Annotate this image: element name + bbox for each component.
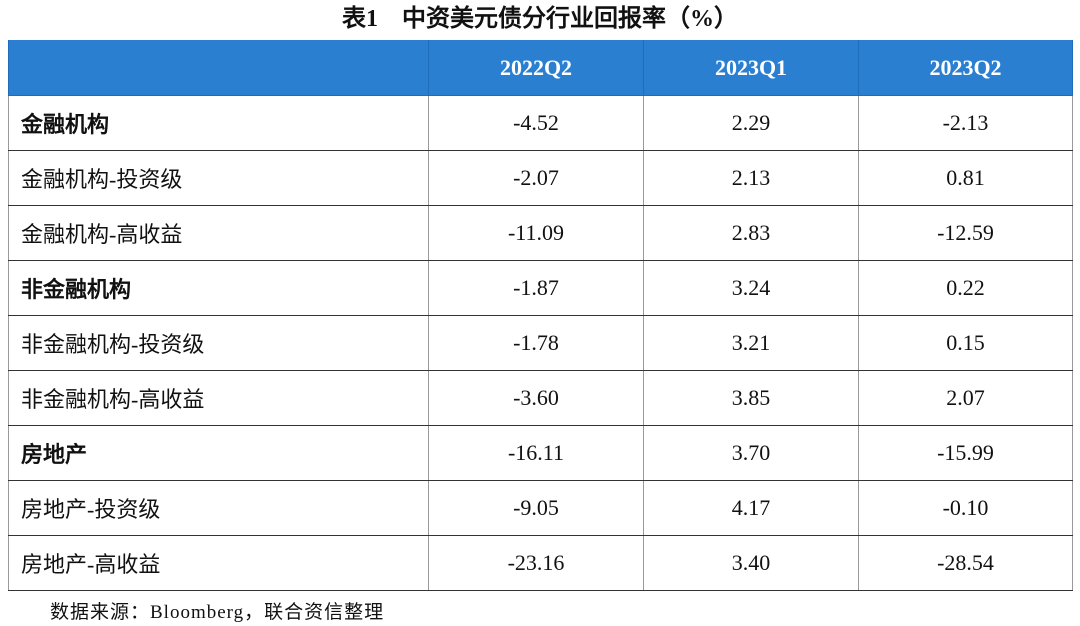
row-label: 非金融机构 <box>8 260 429 316</box>
value-cell: -3.60 <box>428 370 644 426</box>
value-cell: 3.21 <box>643 315 859 371</box>
row-label: 房地产-投资级 <box>8 480 429 536</box>
value-cell: -16.11 <box>428 425 644 481</box>
row-label: 金融机构 <box>8 95 429 151</box>
value-cell: -2.13 <box>858 95 1073 151</box>
header-cell: 2023Q2 <box>858 40 1073 96</box>
table-row: 房地产-高收益 -23.16 3.40 -28.54 <box>8 535 1073 591</box>
value-cell: -12.59 <box>858 205 1073 261</box>
table-row: 非金融机构-投资级 -1.78 3.21 0.15 <box>8 315 1073 371</box>
header-row: 2022Q2 2023Q1 2023Q2 <box>8 40 1073 96</box>
value-cell: 0.15 <box>858 315 1073 371</box>
value-cell: 3.40 <box>643 535 859 591</box>
value-cell: -11.09 <box>428 205 644 261</box>
source-note: 数据来源：Bloomberg，联合资信整理 <box>50 602 385 623</box>
table-row: 金融机构-投资级 -2.07 2.13 0.81 <box>8 150 1073 206</box>
header-cell <box>8 40 429 96</box>
table-row: 非金融机构 -1.87 3.24 0.22 <box>8 260 1073 316</box>
value-cell: -1.87 <box>428 260 644 316</box>
value-cell: -1.78 <box>428 315 644 371</box>
value-cell: 2.83 <box>643 205 859 261</box>
value-cell: 3.24 <box>643 260 859 316</box>
table-row: 房地产 -16.11 3.70 -15.99 <box>8 425 1073 481</box>
table-title: 表1 中资美元债分行业回报率（%） <box>342 6 738 32</box>
row-label: 金融机构-高收益 <box>8 205 429 261</box>
table-row: 房地产-投资级 -9.05 4.17 -0.10 <box>8 480 1073 536</box>
value-cell: 3.85 <box>643 370 859 426</box>
value-cell: -9.05 <box>428 480 644 536</box>
table-row: 非金融机构-高收益 -3.60 3.85 2.07 <box>8 370 1073 426</box>
value-cell: -4.52 <box>428 95 644 151</box>
table-row: 金融机构-高收益 -11.09 2.83 -12.59 <box>8 205 1073 261</box>
data-table: 2022Q2 2023Q1 2023Q2 金融机构 -4.52 2.29 -2.13 金融机… <box>8 40 1073 591</box>
value-cell: 2.07 <box>858 370 1073 426</box>
value-cell: 2.29 <box>643 95 859 151</box>
row-label: 房地产 <box>8 425 429 481</box>
value-cell: 0.22 <box>858 260 1073 316</box>
value-cell: -15.99 <box>858 425 1073 481</box>
value-cell: 0.81 <box>858 150 1073 206</box>
value-cell: 2.13 <box>643 150 859 206</box>
table-body: 金融机构 -4.52 2.29 -2.13 金融机构-投资级 -2.07 2.13 0.81 金… <box>8 95 1073 591</box>
value-cell: 4.17 <box>643 480 859 536</box>
row-label: 房地产-高收益 <box>8 535 429 591</box>
value-cell: -23.16 <box>428 535 644 591</box>
header-cell: 2023Q1 <box>643 40 859 96</box>
row-label: 非金融机构-高收益 <box>8 370 429 426</box>
table-row: 金融机构 -4.52 2.29 -2.13 <box>8 95 1073 151</box>
header-cell: 2022Q2 <box>428 40 644 96</box>
row-label: 金融机构-投资级 <box>8 150 429 206</box>
row-label: 非金融机构-投资级 <box>8 315 429 371</box>
value-cell: -28.54 <box>858 535 1073 591</box>
value-cell: -2.07 <box>428 150 644 206</box>
value-cell: 3.70 <box>643 425 859 481</box>
value-cell: -0.10 <box>858 480 1073 536</box>
